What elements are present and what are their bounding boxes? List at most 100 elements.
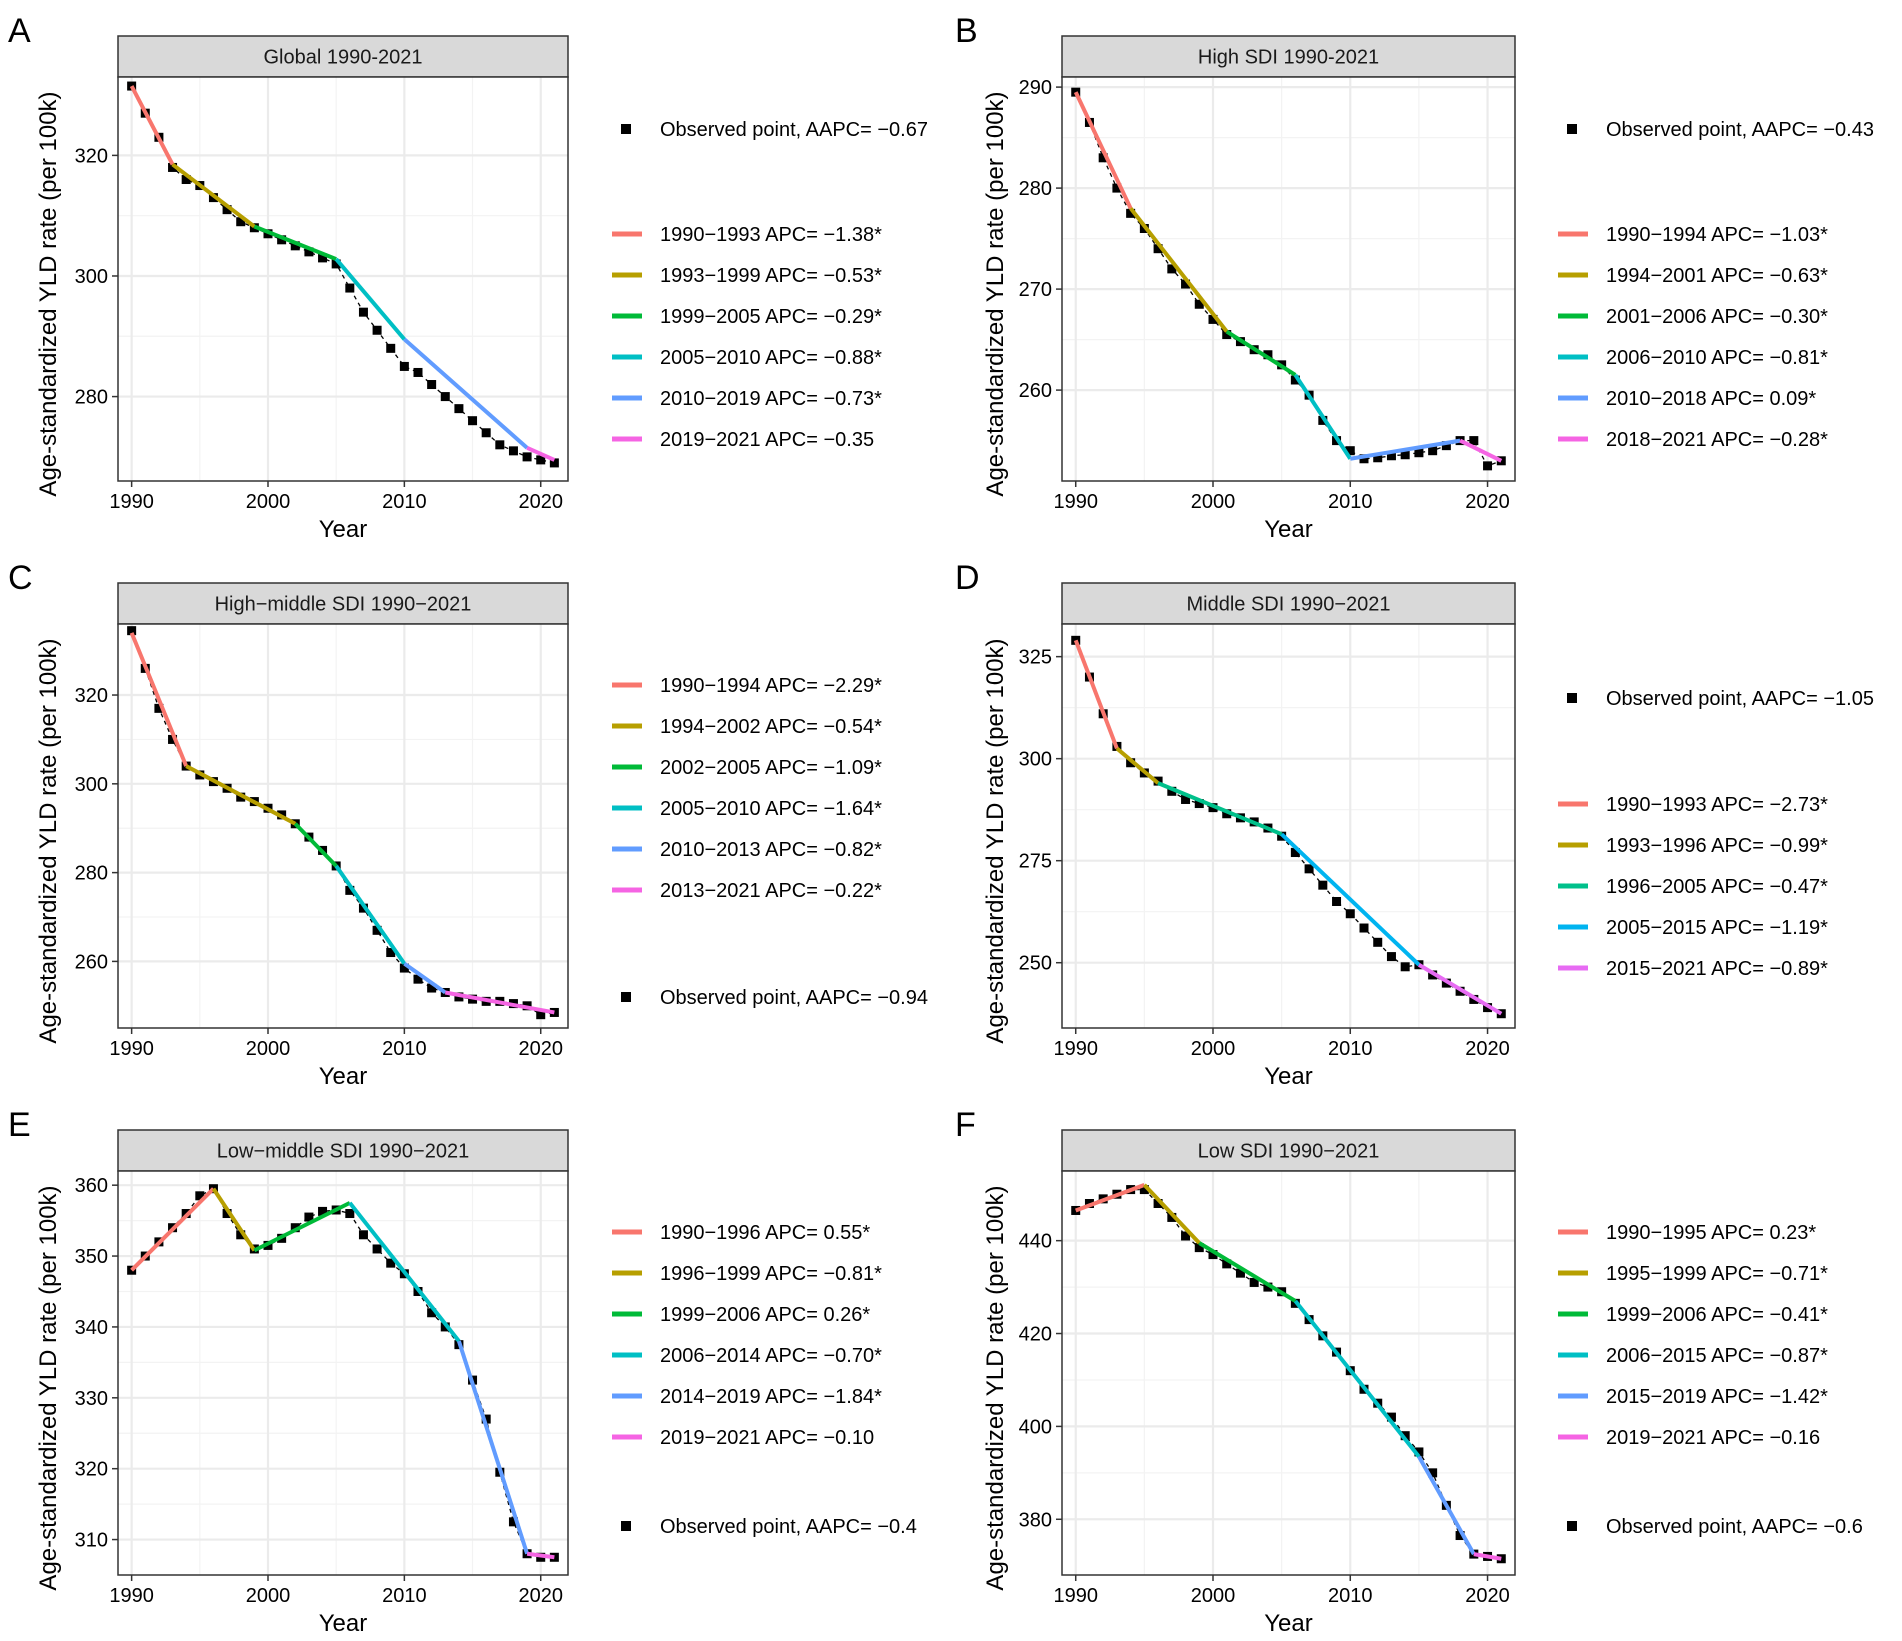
legend: Observed point, AAPC= −0.6 1990−1995 APC=… — [1558, 1222, 1863, 1538]
observed-point — [440, 392, 450, 402]
y-tick-label: 300 — [75, 266, 108, 288]
fitted-segment — [211, 1187, 257, 1252]
legend-segment: 2019−2021 APC= −0.16 — [1558, 1427, 1820, 1449]
fitted-segment — [253, 1201, 351, 1253]
legend-segment: 1995−1999 APC= −0.71* — [1558, 1263, 1828, 1285]
legend-segment-label: 2005−2010 APC= −1.64* — [660, 798, 882, 820]
y-tick-label: 320 — [75, 1459, 108, 1481]
observed-point — [427, 380, 437, 390]
plot-area — [1062, 77, 1515, 481]
panel-title: Low−middle SDI 1990−2021 — [217, 1141, 469, 1163]
panel-strip — [117, 582, 569, 625]
legend-observed: Observed point, AAPC= −0.4 — [621, 1516, 917, 1538]
observed-point — [386, 948, 396, 958]
observed-point — [1373, 453, 1383, 463]
x-tick-label: 1990 — [109, 1038, 154, 1060]
observed-point — [386, 343, 396, 353]
observed-point — [1181, 794, 1191, 804]
plot-area — [118, 77, 568, 481]
legend-segment: 2010−2019 APC= −0.73* — [612, 388, 882, 410]
observed-point — [345, 1209, 355, 1219]
legend-observed: Observed point, AAPC= −0.6 — [1567, 1516, 1863, 1538]
legend-segment-label: 1999−2005 APC= −0.29* — [660, 306, 882, 328]
observed-point — [1345, 446, 1355, 456]
x-axis-title: Year — [1264, 1063, 1313, 1090]
legend-observed-label: Observed point, AAPC= −0.94 — [660, 987, 928, 1009]
legend-segment: 2015−2021 APC= −0.89* — [1558, 958, 1828, 980]
legend-segment-label: 2010−2018 APC= 0.09* — [1606, 388, 1816, 410]
panel-e: E Low−middle SDI 1990−2021 1990 2000 2010 202… — [8, 1106, 917, 1637]
fitted-segment — [171, 162, 256, 229]
fitted-segment — [1349, 438, 1461, 461]
legend-segment-label: 2006−2015 APC= −0.87* — [1606, 1345, 1828, 1367]
observed-point — [358, 1230, 368, 1240]
legend-segment: 1996−2005 APC= −0.47* — [1558, 876, 1828, 898]
x-tick-label: 2010 — [1328, 1585, 1373, 1607]
x-tick-label: 2010 — [382, 491, 427, 513]
legend-observed-marker — [1567, 1521, 1577, 1531]
observed-point — [127, 626, 137, 636]
x-tick-label: 1990 — [109, 1585, 154, 1607]
legend-segment-label: 1990−1993 APC= −1.38* — [660, 224, 882, 246]
observed-point — [1153, 244, 1163, 254]
x-tick-label: 2020 — [1465, 1585, 1510, 1607]
legend: Observed point, AAPC= −1.05 1990−1993 APC… — [1558, 688, 1874, 980]
observed-point — [508, 1517, 518, 1527]
x-axis-title: Year — [1264, 1610, 1313, 1637]
fitted-segment — [444, 990, 555, 1015]
fitted-segment — [130, 1187, 215, 1272]
legend-segment: 1990−1994 APC= −2.29* — [612, 675, 882, 697]
x-tick-label: 1990 — [1053, 491, 1098, 513]
y-axis-title: Age-standardized YLD rate (per 100k) — [982, 91, 1009, 496]
y-tick-label: 320 — [75, 145, 108, 167]
legend-segment: 2006−2010 APC= −0.81* — [1558, 347, 1828, 369]
panel-letter: A — [8, 12, 31, 50]
fitted-segment — [1473, 1552, 1502, 1561]
legend-segment: 1993−1996 APC= −0.99* — [1558, 835, 1828, 857]
observed-point — [318, 1206, 328, 1216]
legend-segment-label: 1995−1999 APC= −0.71* — [1606, 1263, 1828, 1285]
legend-segment-label: 1994−2002 APC= −0.54* — [660, 716, 882, 738]
observed-point — [508, 446, 518, 456]
observed-connector — [131, 85, 555, 464]
x-axis: 1990 2000 2010 2020 Year — [1053, 481, 1510, 543]
observed-point — [1167, 1212, 1177, 1222]
fitted-segment — [1142, 1183, 1201, 1245]
observed-point — [1126, 208, 1136, 218]
legend-segment-label: 2018−2021 APC= −0.28* — [1606, 429, 1828, 451]
observed-point — [1290, 375, 1300, 385]
x-axis: 1990 2000 2010 2020 Year — [1053, 1028, 1510, 1090]
x-tick-label: 2000 — [246, 1585, 291, 1607]
observed-point — [304, 247, 314, 257]
panel-strip — [117, 1129, 569, 1172]
observed-point — [331, 259, 341, 269]
observed-point — [1167, 264, 1177, 274]
legend-segment: 1990−1993 APC= −1.38* — [612, 224, 882, 246]
panel-f: F Low SDI 1990−2021 1990 2000 2010 2020 Year 38… — [955, 1106, 1863, 1637]
legend-segment: 1990−1994 APC= −1.03* — [1558, 224, 1828, 246]
observed-point — [427, 983, 437, 993]
legend-segment-label: 1999−2006 APC= 0.26* — [660, 1304, 870, 1326]
observed-point — [413, 974, 423, 984]
fitted-segment — [1198, 1241, 1297, 1303]
observed-point — [1167, 786, 1177, 796]
plot-border — [1061, 76, 1516, 482]
observed-point — [522, 452, 532, 462]
y-axis: 280 300 320 Age-standardized YLD rate (per … — [35, 91, 118, 497]
legend-segment: 1999−2006 APC= −0.41* — [1558, 1304, 1828, 1326]
legend-segment: 1996−1999 APC= −0.81* — [612, 1263, 882, 1285]
x-tick-label: 2020 — [1465, 1038, 1510, 1060]
legend-segment-label: 2005−2010 APC= −0.88* — [660, 347, 882, 369]
legend-segment: 1990−1993 APC= −2.73* — [1558, 794, 1828, 816]
fitted-segment — [1417, 963, 1503, 1016]
legend-segment-label: 1996−2005 APC= −0.47* — [1606, 876, 1828, 898]
panel-a: A Global 1990-2021 1990 2000 2010 2020 Year 280… — [8, 12, 928, 543]
observed-point — [1222, 1259, 1232, 1269]
plot-border — [117, 76, 569, 482]
plot-area — [1062, 1171, 1515, 1575]
observed-point — [222, 205, 232, 215]
legend-segment-label: 1990−1993 APC= −2.73* — [1606, 794, 1828, 816]
observed-point — [1441, 441, 1451, 451]
